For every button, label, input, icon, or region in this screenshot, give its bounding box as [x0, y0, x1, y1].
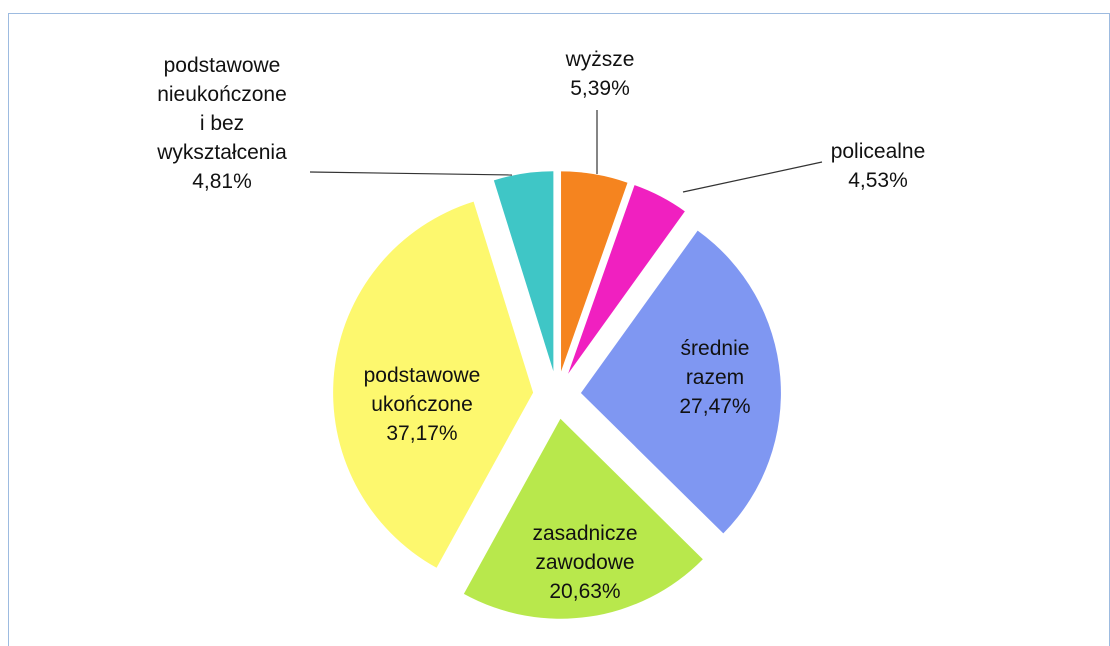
pie-slice	[561, 171, 628, 372]
value-label: 4,81%	[192, 170, 252, 193]
slice-label: średnie razem	[681, 337, 750, 389]
value-label: 27,47%	[679, 395, 750, 418]
slice-label: podstawowe ukończone	[364, 364, 481, 416]
value-label: 4,53%	[848, 169, 908, 192]
pie-slice	[463, 418, 703, 619]
pie-slice	[493, 171, 554, 372]
slice-label: wyższe	[565, 48, 635, 71]
value-label: 5,39%	[570, 77, 630, 100]
leader-line	[682, 161, 823, 193]
pie-slice	[568, 185, 685, 374]
pie-slice	[580, 230, 781, 534]
value-label: 37,17%	[386, 422, 457, 445]
value-label: 20,63%	[549, 580, 620, 603]
pie-slice	[333, 201, 534, 568]
slice-label: policealne	[831, 140, 926, 163]
slice-label: podstawowe nieukończone i bez wykształcenia	[156, 54, 287, 164]
slice-label: zasadnicze zawodowe	[532, 522, 637, 574]
leader-line	[309, 171, 513, 176]
